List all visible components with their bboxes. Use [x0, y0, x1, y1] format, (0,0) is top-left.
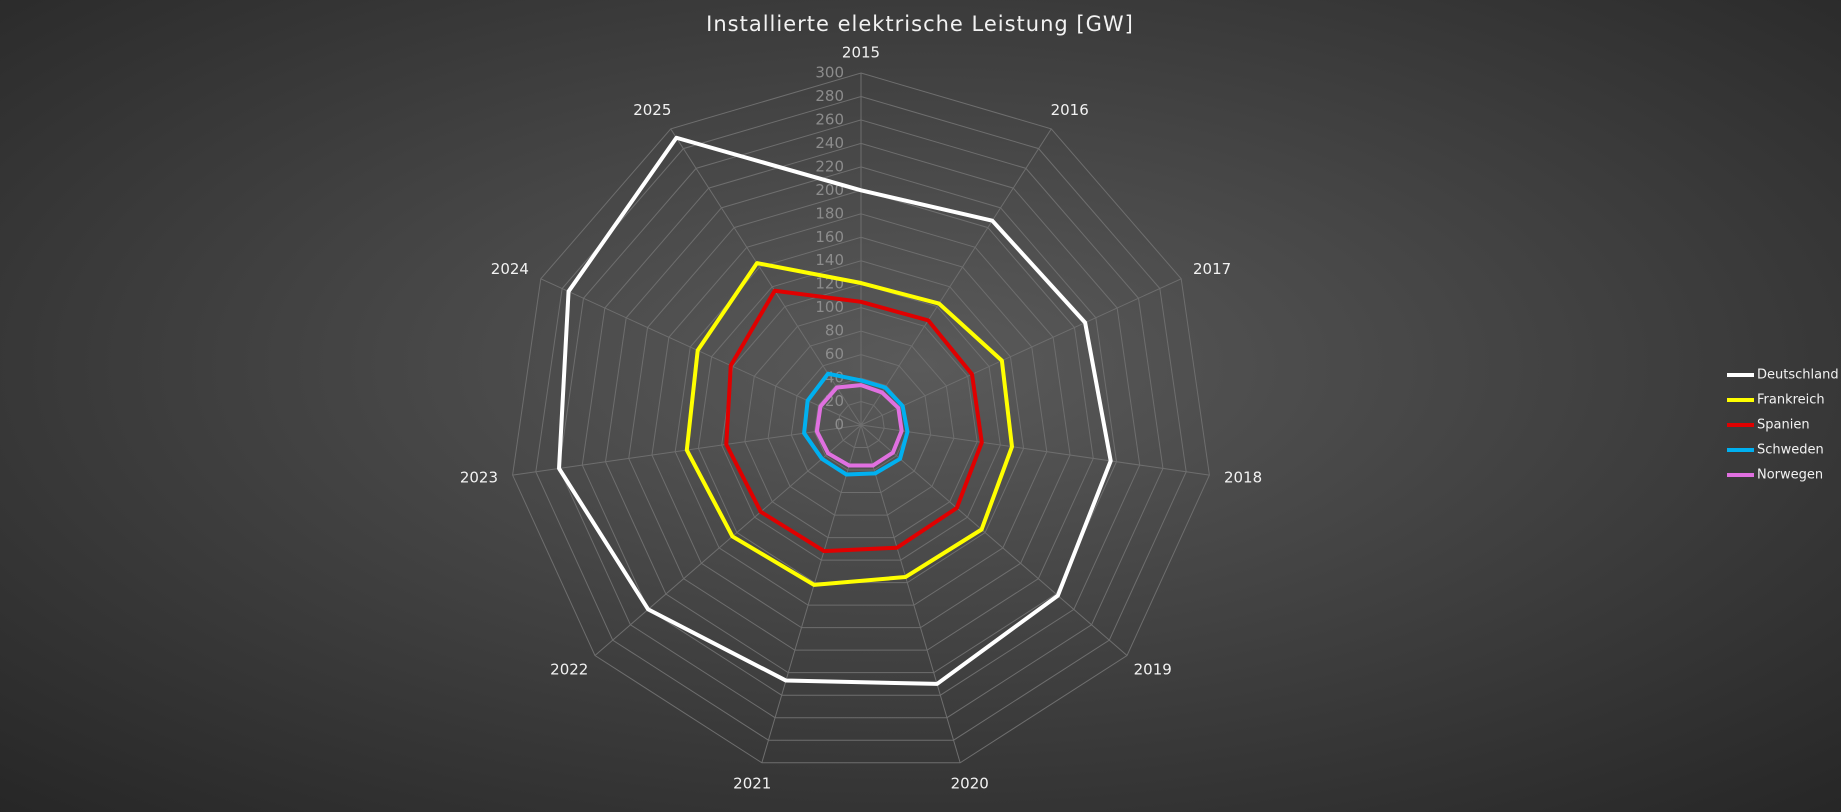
r-tick-label: 220 [815, 157, 844, 175]
r-tick-label: 280 [815, 87, 844, 105]
category-label: 2018 [1224, 469, 1262, 487]
r-tick-label: 0 [834, 416, 844, 434]
category-label: 2024 [491, 260, 529, 278]
category-label: 2017 [1193, 260, 1231, 278]
spoke [860, 278, 1182, 426]
r-tick-label: 180 [815, 204, 844, 222]
category-label: 2015 [842, 44, 880, 62]
r-tick-label: 60 [825, 345, 844, 363]
category-label: 2021 [733, 774, 771, 792]
grid-ring [767, 330, 955, 516]
series-line [724, 288, 984, 554]
spoke [860, 128, 1052, 426]
category-label: 2016 [1051, 101, 1089, 119]
spoke [594, 424, 862, 656]
r-tick-label: 140 [815, 251, 844, 269]
series-line [557, 135, 1113, 686]
r-tick-label: 240 [815, 134, 844, 152]
grid-ring [604, 166, 1118, 674]
legend-label: Deutschland [1757, 368, 1839, 383]
spoke [860, 424, 961, 763]
category-label: 2022 [550, 660, 588, 678]
grid-ring [512, 72, 1210, 764]
grid-ring [581, 142, 1141, 696]
grid-ring [628, 189, 1094, 651]
grid-ring [651, 213, 1071, 629]
legend-label: Frankreich [1757, 393, 1825, 408]
r-tick-label: 300 [815, 64, 844, 82]
grid-ring [535, 95, 1187, 741]
grid-ring [674, 236, 1048, 606]
legend-label: Schweden [1757, 443, 1824, 458]
r-tick-label: 80 [825, 322, 844, 340]
category-label: 2020 [951, 774, 989, 792]
grid-ring [721, 283, 1001, 561]
r-tick-label: 260 [815, 110, 844, 128]
category-label: 2019 [1134, 660, 1172, 678]
grid-ring [837, 401, 885, 449]
category-label: 2023 [460, 469, 498, 487]
grid-ring [558, 119, 1164, 719]
series-line [802, 371, 910, 477]
spoke [860, 424, 1128, 656]
grid-ring [790, 354, 932, 494]
series-line [684, 261, 1014, 587]
category-label: 2025 [633, 101, 671, 119]
spoke [761, 424, 862, 763]
legend-label: Spanien [1757, 418, 1810, 433]
chart-title: Installierte elektrische Leistung [GW] [706, 12, 1134, 36]
r-tick-label: 100 [815, 298, 844, 316]
r-tick-label: 160 [815, 228, 844, 246]
spoke [860, 424, 1210, 476]
grid-ring [744, 307, 978, 539]
legend-label: Norwegen [1757, 468, 1823, 483]
series-line [814, 383, 904, 468]
